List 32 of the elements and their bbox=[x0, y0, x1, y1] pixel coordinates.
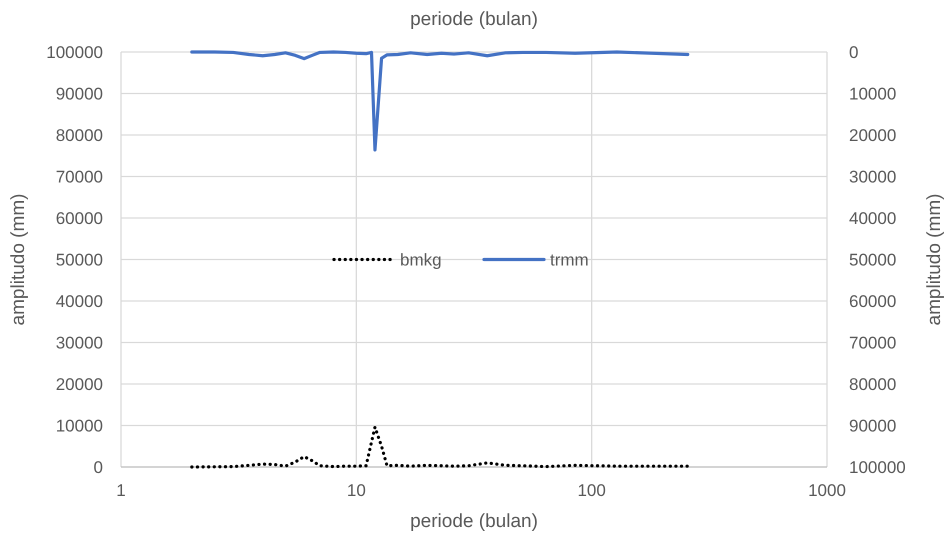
x-tick-label: 1 bbox=[116, 481, 126, 500]
y-tick-label: 100000 bbox=[46, 43, 103, 62]
y-tick-label: 40000 bbox=[56, 292, 103, 311]
y2-tick-label: 70000 bbox=[849, 334, 896, 352]
chart-title: periode (bulan) bbox=[410, 9, 538, 30]
y-tick-label: 60000 bbox=[56, 209, 103, 228]
y-tick-label: 80000 bbox=[56, 126, 103, 145]
y-axis-title: amplitudo (mm) bbox=[8, 194, 29, 326]
y-tick-label: 50000 bbox=[56, 250, 103, 270]
y-tick-label: 20000 bbox=[56, 375, 103, 394]
y2-tick-label: 50000 bbox=[849, 250, 896, 270]
y2-tick-label: 20000 bbox=[849, 126, 896, 145]
y2-tick-label: 80000 bbox=[849, 375, 896, 394]
y2-tick-label: 40000 bbox=[849, 209, 896, 228]
y-tick-label: 30000 bbox=[56, 334, 103, 352]
legend-label: trmm bbox=[550, 250, 589, 270]
y-tick-label: 10000 bbox=[56, 416, 103, 436]
y2-tick-label: 90000 bbox=[849, 416, 896, 436]
x-tick-label: 10 bbox=[346, 481, 366, 500]
y2-tick-label: 0 bbox=[849, 43, 858, 62]
x-tick-label: 100 bbox=[577, 481, 606, 500]
y-tick-label: 70000 bbox=[56, 168, 103, 186]
x-axis-title: periode (bulan) bbox=[410, 511, 538, 532]
y2-tick-label: 100000 bbox=[849, 458, 906, 477]
x-tick-label: 1000 bbox=[808, 481, 846, 500]
y-tick-label: 90000 bbox=[56, 84, 103, 104]
y2-tick-label: 60000 bbox=[849, 292, 896, 311]
y2-axis-title: amplitudo (mm) bbox=[924, 194, 945, 326]
y2-tick-label: 10000 bbox=[849, 84, 896, 104]
legend-label: bmkg bbox=[400, 250, 442, 270]
y2-tick-label: 30000 bbox=[849, 168, 896, 186]
y-tick-label: 0 bbox=[94, 458, 103, 477]
